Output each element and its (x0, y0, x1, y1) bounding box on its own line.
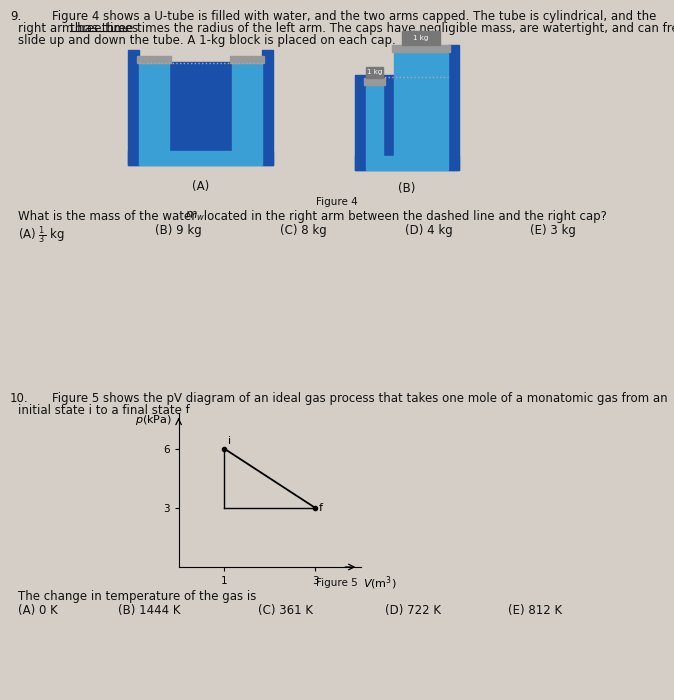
Text: i: i (228, 435, 231, 446)
Bar (128, 50, 139, 165)
Bar (262, 50, 273, 165)
Text: 10.: 10. (10, 392, 28, 405)
Text: (C) 8 kg: (C) 8 kg (280, 224, 327, 237)
Text: initial state i to a final state f.: initial state i to a final state f. (18, 404, 193, 417)
Bar (137, 56, 171, 63)
Text: (A) $\frac{1}{3}$ kg: (A) $\frac{1}{3}$ kg (18, 224, 65, 246)
Bar (355, 75, 366, 170)
Text: right arm has three times the radius of the left arm. The caps have negligible m: right arm has three times the radius of … (18, 22, 674, 35)
Text: (E) 3 kg: (E) 3 kg (530, 224, 576, 237)
Text: $p\mathrm{(kPa)}$: $p\mathrm{(kPa)}$ (135, 413, 172, 427)
Text: Figure 4 shows a U-tube is filled with water, and the two arms capped. The tube : Figure 4 shows a U-tube is filled with w… (52, 10, 656, 23)
Text: (A) 0 K: (A) 0 K (18, 604, 58, 617)
Text: slide up and down the tube. A 1-kg block is placed on each cap.: slide up and down the tube. A 1-kg block… (18, 34, 396, 47)
Text: What is the mass of the water: What is the mass of the water (18, 210, 200, 223)
Bar (139, 62, 169, 151)
Bar (366, 67, 383, 78)
Text: (D) 722 K: (D) 722 K (385, 604, 441, 617)
Bar (448, 45, 459, 170)
Text: (E) 812 K: (E) 812 K (508, 604, 562, 617)
Text: $V(\mathrm{m}^3)$: $V(\mathrm{m}^3)$ (363, 575, 396, 592)
Text: f: f (319, 503, 323, 513)
Text: (B): (B) (398, 182, 416, 195)
Bar (366, 85, 383, 156)
Bar (402, 31, 440, 45)
Bar (232, 62, 262, 151)
Bar (394, 51, 448, 156)
Text: The change in temperature of the gas is: The change in temperature of the gas is (18, 590, 256, 603)
Bar (366, 156, 448, 170)
Bar (128, 151, 273, 165)
Text: 1 kg: 1 kg (367, 69, 382, 75)
Bar (364, 78, 385, 85)
Text: 9.: 9. (10, 10, 22, 23)
Text: located in the right arm between the dashed line and the right cap?: located in the right arm between the das… (200, 210, 607, 223)
Text: $m_w$: $m_w$ (185, 210, 205, 223)
Text: three times: three times (70, 22, 138, 35)
Bar (169, 62, 232, 151)
Text: Figure 5 shows the pV diagram of an ideal gas process that takes one mole of a m: Figure 5 shows the pV diagram of an idea… (52, 392, 668, 405)
Text: (B) 9 kg: (B) 9 kg (155, 224, 202, 237)
Text: Figure 4: Figure 4 (316, 197, 358, 207)
Text: Figure 5: Figure 5 (316, 578, 358, 588)
Bar (139, 151, 262, 165)
Bar (230, 56, 264, 63)
Bar (383, 75, 394, 156)
Text: (D) 4 kg: (D) 4 kg (405, 224, 453, 237)
Text: (A): (A) (192, 180, 209, 193)
Text: (C) 361 K: (C) 361 K (258, 604, 313, 617)
Bar (392, 45, 450, 52)
Text: 1 kg: 1 kg (413, 35, 429, 41)
Text: (B) 1444 K: (B) 1444 K (118, 604, 181, 617)
Bar (355, 156, 459, 170)
